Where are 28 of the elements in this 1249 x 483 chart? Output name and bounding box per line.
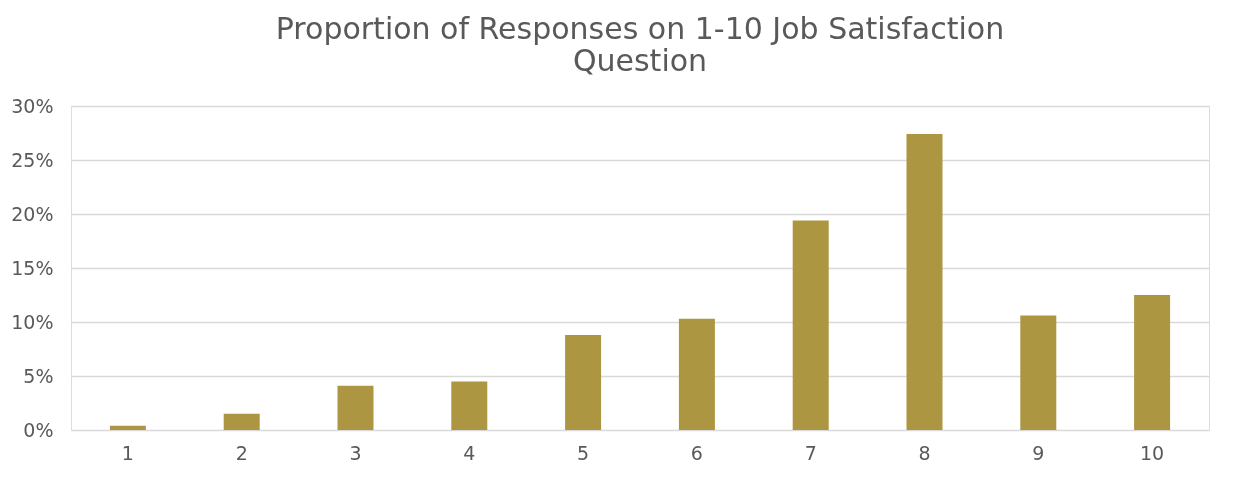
- chart-title: Proportion of Responses on 1-10 Job Satisfaction Question: [275, 11, 1005, 78]
- y-tick-label: 0%: [23, 418, 54, 441]
- bar: [1020, 315, 1057, 430]
- y-tick-label: 15%: [11, 256, 54, 279]
- x-tick-label: 1: [121, 441, 134, 464]
- x-tick-label: 3: [349, 441, 362, 464]
- x-tick-label: 6: [690, 441, 703, 464]
- x-tick-label: 4: [463, 441, 476, 464]
- y-tick-label: 20%: [11, 202, 54, 225]
- x-tick-label: 7: [804, 441, 817, 464]
- bar: [337, 385, 374, 430]
- y-tick-label: 10%: [11, 310, 54, 333]
- x-tick-label: 8: [918, 441, 931, 464]
- y-tick-label: 5%: [23, 364, 54, 387]
- bar: [1134, 295, 1171, 430]
- bar: [678, 318, 715, 430]
- bar: [792, 220, 829, 430]
- bar: [565, 334, 602, 430]
- y-tick-label: 30%: [11, 94, 54, 117]
- x-tick-label: 5: [577, 441, 590, 464]
- bar: [223, 413, 260, 430]
- y-tick-label: 25%: [11, 148, 54, 171]
- bar: [906, 134, 943, 430]
- x-tick-label: 9: [1032, 441, 1045, 464]
- x-tick-label: 2: [235, 441, 248, 464]
- bar: [109, 425, 146, 430]
- bar: [451, 381, 488, 430]
- x-tick-label: 10: [1140, 441, 1165, 464]
